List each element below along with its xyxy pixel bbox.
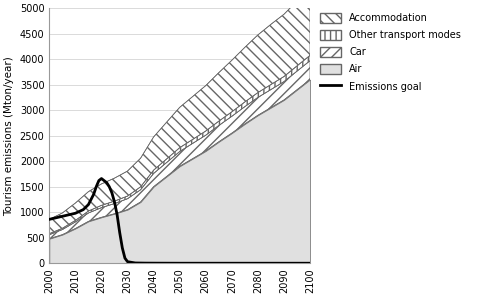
Legend: Accommodation, Other transport modes, Car, Air, Emissions goal: Accommodation, Other transport modes, Ca… xyxy=(320,13,461,91)
Y-axis label: Tourism emissions (Mton/year): Tourism emissions (Mton/year) xyxy=(4,56,14,216)
